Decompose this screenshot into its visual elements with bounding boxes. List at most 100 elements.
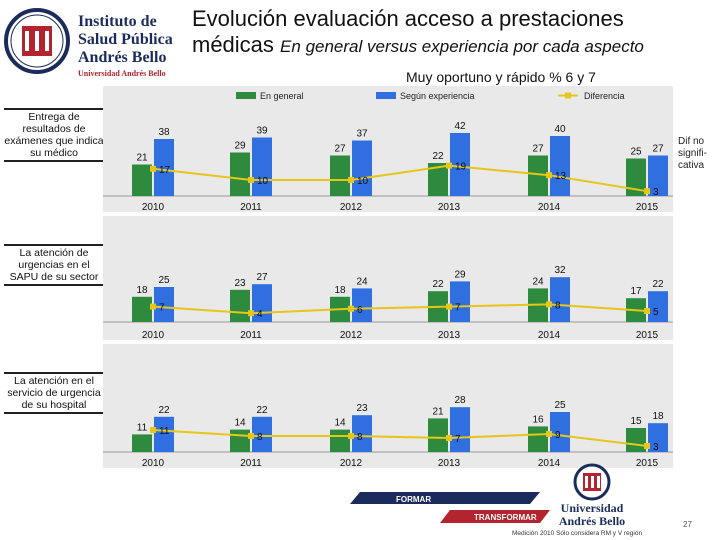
x-tick-label: 2011	[240, 458, 262, 469]
data-label-general: 11	[137, 422, 148, 433]
x-tick-label: 2010	[142, 202, 165, 213]
difference-label: 10	[257, 176, 269, 187]
bar-experiencia	[550, 412, 570, 452]
dif-note: Dif no signifi- cativa	[678, 136, 707, 172]
institute-logo: Instituto de Salud Pública Andrés Bello …	[4, 4, 190, 80]
dif-note-line: Dif no	[678, 136, 705, 147]
x-tick-label: 2012	[340, 458, 363, 469]
data-label-general: 21	[136, 153, 148, 164]
univ-line2: Andrés Bello	[559, 514, 625, 528]
bar-general	[626, 428, 646, 452]
page-title: Evolución evaluación acceso a prestacion…	[192, 6, 712, 59]
data-label-experiencia: 39	[256, 126, 268, 137]
univ-line1: Universidad	[561, 501, 624, 515]
x-tick-label: 2011	[240, 202, 262, 213]
difference-label: 19	[455, 162, 467, 173]
bar-experiencia	[550, 277, 570, 322]
bar-general	[528, 155, 548, 196]
bar-experiencia	[352, 415, 372, 452]
x-tick-label: 2014	[538, 458, 561, 469]
x-tick-label: 2010	[142, 330, 165, 341]
difference-label: 7	[455, 434, 461, 445]
x-tick-label: 2011	[240, 330, 262, 341]
difference-marker	[446, 435, 452, 441]
bar-experiencia	[154, 416, 174, 452]
difference-label: 9	[555, 430, 561, 441]
data-label-general: 24	[532, 276, 544, 287]
difference-marker	[150, 427, 156, 433]
bar-general	[330, 155, 350, 196]
difference-label: 8	[555, 300, 561, 311]
difference-label: 13	[555, 171, 567, 182]
data-label-experiencia: 24	[356, 276, 368, 287]
data-label-experiencia: 18	[652, 411, 664, 422]
bar-general	[428, 418, 448, 452]
bar-experiencia	[450, 281, 470, 322]
data-label-experiencia: 27	[256, 272, 268, 283]
difference-label: 17	[159, 165, 171, 176]
row-label-1: Entrega de resultados de exámenes que in…	[4, 108, 104, 163]
row-label-3: La atención en el servicio de urgencia d…	[4, 372, 104, 415]
chart-panel	[103, 86, 673, 212]
bar-general	[230, 289, 250, 322]
bar-experiencia	[450, 133, 470, 196]
data-label-experiencia: 22	[158, 405, 170, 416]
x-tick-label: 2013	[438, 202, 461, 213]
legend-label-diferencia: Diferencia	[584, 91, 625, 101]
bar-general	[132, 434, 152, 452]
logo-line1: Instituto de	[78, 13, 157, 30]
bar-general	[626, 158, 646, 196]
x-tick-label: 2015	[636, 202, 659, 213]
formar-banner: FORMAR TRANSFORMAR	[340, 490, 550, 524]
data-label-general: 15	[630, 416, 642, 427]
difference-marker	[248, 433, 254, 439]
title-line2-sub: En general versus experiencia por cada a…	[280, 37, 644, 57]
difference-marker	[248, 177, 254, 183]
chart-subtitle: Muy oportuno y rápido % 6 y 7	[406, 69, 596, 85]
bar-general	[428, 163, 448, 196]
difference-label: 7	[455, 303, 461, 314]
difference-line	[152, 303, 648, 315]
data-label-general: 25	[630, 147, 642, 158]
banner-bottom-text: TRANSFORMAR	[474, 513, 537, 522]
data-label-experiencia: 28	[454, 395, 466, 406]
bar-experiencia	[550, 136, 570, 196]
data-label-general: 22	[432, 151, 444, 162]
x-tick-label: 2014	[538, 330, 561, 341]
difference-marker	[644, 188, 650, 195]
difference-line	[152, 164, 648, 193]
difference-marker	[348, 177, 354, 183]
data-label-experiencia: 37	[356, 129, 368, 140]
chart-panel	[103, 216, 673, 340]
difference-marker	[446, 303, 452, 310]
page-number: 27	[683, 520, 692, 529]
title-line2: médicas En general versus experiencia po…	[192, 32, 712, 58]
bar-general	[330, 429, 350, 452]
difference-label: 5	[653, 307, 659, 318]
difference-marker	[644, 443, 650, 449]
data-label-general: 21	[432, 406, 444, 417]
difference-line	[152, 429, 648, 447]
difference-marker	[150, 165, 156, 172]
legend-marker-diferencia	[565, 92, 571, 99]
difference-label: 3	[653, 187, 659, 198]
difference-label: 7	[159, 303, 165, 314]
logo-line3: Andrés Bello	[78, 49, 166, 66]
data-label-general: 18	[334, 285, 346, 296]
difference-marker	[348, 433, 354, 439]
x-tick-label: 2010	[142, 458, 165, 469]
data-label-experiencia: 22	[652, 279, 664, 290]
x-tick-label: 2012	[340, 330, 363, 341]
banner-top-text: FORMAR	[396, 495, 431, 504]
university-logo: Universidad Andrés Bello	[556, 462, 656, 528]
data-label-general: 23	[234, 278, 246, 289]
dif-note-line: cativa	[678, 160, 705, 171]
difference-label: 4	[257, 309, 263, 320]
row-label-2: La atención de urgencias en el SAPU de s…	[4, 244, 104, 287]
bar-experiencia	[648, 291, 668, 322]
bar-general	[230, 152, 250, 196]
bar-experiencia	[648, 155, 668, 196]
difference-marker	[546, 301, 552, 308]
data-label-experiencia: 32	[554, 265, 566, 276]
